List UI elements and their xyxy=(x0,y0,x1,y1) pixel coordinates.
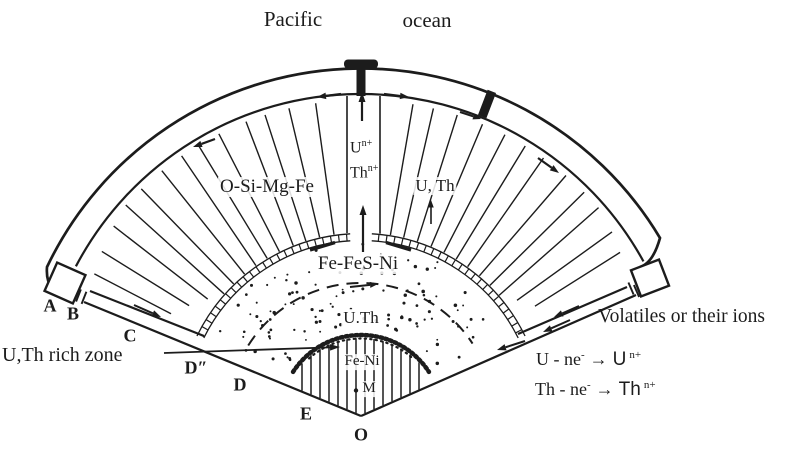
arrow-shell-right xyxy=(549,165,559,173)
right-end-box xyxy=(629,258,671,298)
mid-ocean-ridge-bar xyxy=(356,62,366,96)
sector-edge-right xyxy=(360,293,637,418)
inner-core-boundary xyxy=(290,332,432,375)
outer-core-composition-label: Fe-FeS-Ni xyxy=(315,253,401,275)
boundary-letter-d2: D″ xyxy=(184,357,208,378)
point-m-label: M xyxy=(360,380,378,397)
equation-thorium: Th - ne- → Th n+ xyxy=(535,379,656,400)
boundary-letter-d: D xyxy=(233,374,247,395)
arrow-right-channel-1 xyxy=(554,310,564,317)
cmb-flow-dash-left xyxy=(309,240,336,252)
inner-core-composition-label: Fe-Ni xyxy=(342,353,382,370)
boundary-letter-e: E xyxy=(299,403,313,424)
arrow-shell-left xyxy=(193,140,203,147)
arrow-uth-zone-pointer xyxy=(329,344,340,351)
channel-c-upper-line xyxy=(89,289,205,338)
sector-edge-left xyxy=(83,300,362,418)
outer-core-dashed-boundary xyxy=(247,282,474,347)
left-end-box-a xyxy=(42,260,88,306)
cmb-beaded-arc xyxy=(196,233,351,337)
right-channel-upper-line xyxy=(517,285,628,336)
arrow-plume-upper xyxy=(358,92,366,102)
arrow-trench-feed xyxy=(472,113,481,120)
lithosphere-shell-outer xyxy=(45,67,662,300)
arrow-ridge-right xyxy=(399,92,409,100)
arrow-core-flow xyxy=(369,281,378,288)
boundary-letter-b: B xyxy=(66,303,80,324)
point-m-dot xyxy=(353,388,359,393)
plume-ion-labels: Un+ Thn+ xyxy=(350,138,379,182)
boundary-letter-a: A xyxy=(43,295,57,316)
arrow-channel-c xyxy=(151,310,161,317)
arrow-ridge-left xyxy=(317,92,327,100)
mantle-composition-label: O-Si-Mg-Fe xyxy=(218,176,316,198)
boundary-letter-o: O xyxy=(353,424,369,445)
arrow-plume-lower xyxy=(359,205,367,215)
arrow-uth-migration xyxy=(428,200,434,208)
volatiles-annotation: Volatiles or their ions xyxy=(598,306,765,327)
uth-rich-zone-annotation: U,Th rich zone xyxy=(2,344,123,366)
trench-mark xyxy=(477,89,497,119)
title-pacific: Pacific xyxy=(263,6,323,31)
core-uth-label: U.Th xyxy=(341,308,381,328)
mantle-uth-label: U, Th xyxy=(413,176,457,196)
boundary-letter-c: C xyxy=(123,325,137,346)
cmb-flow-dash-right xyxy=(385,240,412,252)
arrow-right-channel-2 xyxy=(543,325,553,332)
arrow-right-channel-3 xyxy=(497,344,507,351)
title-ocean: ocean xyxy=(402,7,452,32)
